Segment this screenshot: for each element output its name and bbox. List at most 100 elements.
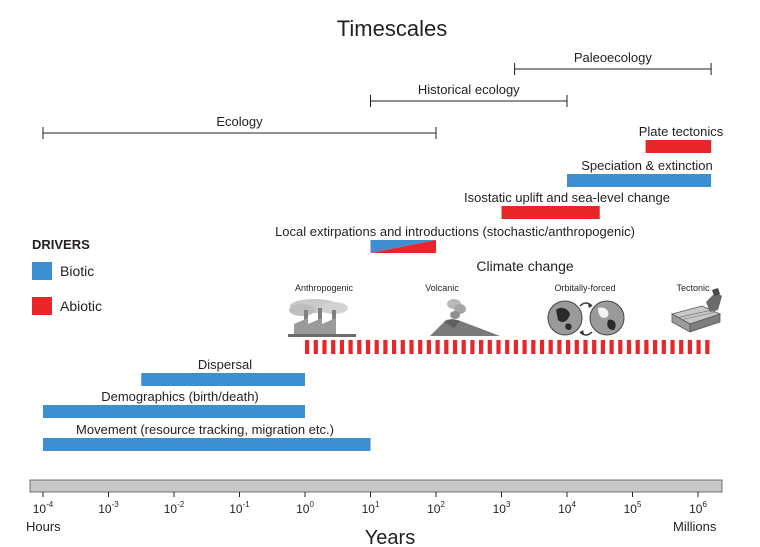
driver-bar-movement-resource-tracking-migration-etc <box>43 438 371 451</box>
climate-dash <box>392 340 397 354</box>
driver-label-plate-tectonics: Plate tectonics <box>639 124 724 139</box>
climate-dash <box>531 340 536 354</box>
x-tick-label: 105 <box>624 500 642 516</box>
x-axis-left-end-label: Hours <box>26 519 61 534</box>
climate-dash <box>583 340 588 354</box>
driver-label-demographics-birth-death: Demographics (birth/death) <box>101 389 259 404</box>
x-tick-label-exponent: -2 <box>177 500 185 509</box>
field-label-paleoecology: Paleoecology <box>574 50 653 65</box>
climate-dash <box>548 340 553 354</box>
x-tick-label: 10-2 <box>164 500 185 516</box>
driver-label-movement-resource-tracking-migration-etc: Movement (resource tracking, migration e… <box>76 422 334 437</box>
climate-dash <box>635 340 640 354</box>
climate-dash <box>313 340 318 354</box>
x-axis-title: Years <box>365 527 415 547</box>
climate-dash <box>418 340 423 354</box>
x-tick-label-exponent: -3 <box>112 500 120 509</box>
climate-dash <box>348 340 353 354</box>
x-axis: 10-4 10-3 10-2 10-1 100 101 102 103 104 105 106 Ho… <box>26 479 723 547</box>
icon-label-tectonic: Tectonic <box>676 283 710 293</box>
driver-label-isostatic-uplift-and-sea-level-change: Isostatic uplift and sea-level change <box>464 190 670 205</box>
climate-dash <box>331 340 336 354</box>
legend-swatch-biotic <box>32 262 52 280</box>
driver-bar-plate-tectonics <box>645 140 712 153</box>
climate-dash <box>383 340 388 354</box>
x-tick-label: 100 <box>296 500 314 516</box>
x-tick-label-exponent: 2 <box>440 500 445 509</box>
fields-layer: Paleoecology Historical ecology Ecology <box>42 50 712 139</box>
climate-dash <box>305 340 310 354</box>
climate-dash <box>679 340 684 354</box>
x-tick-label-base: 10 <box>33 502 47 516</box>
climate-dash <box>426 340 431 354</box>
x-axis-right-end-label: Millions <box>673 519 717 534</box>
climate-change-label: Climate change <box>476 258 573 274</box>
legend-label-biotic: Biotic <box>60 263 94 279</box>
x-tick-label-base: 10 <box>164 502 178 516</box>
climate-dash <box>365 340 371 354</box>
tectonic-block-icon <box>670 288 722 333</box>
driver-label-dispersal: Dispersal <box>198 357 252 372</box>
driver-bar-demographics-birth-death <box>43 405 305 418</box>
x-tick-label-base: 10 <box>229 502 243 516</box>
climate-dash <box>574 340 579 354</box>
driver-bar-dispersal <box>141 373 305 386</box>
driver-label-speciation-extinction: Speciation & extinction <box>581 158 713 173</box>
climate-dash <box>670 340 675 354</box>
climate-dash <box>626 340 632 354</box>
climate-dash <box>705 340 710 354</box>
climate-dash <box>470 340 475 354</box>
globe-orbit-icon <box>547 300 625 336</box>
climate-dash <box>592 340 597 354</box>
climate-dash <box>653 340 658 354</box>
x-tick-label: 101 <box>362 500 380 516</box>
x-tick-label-base: 10 <box>296 502 310 516</box>
climate-dash <box>661 340 666 354</box>
x-tick-label-base: 10 <box>624 502 638 516</box>
legend: DRIVERS Biotic Abiotic <box>32 237 102 315</box>
x-tick-label-exponent: 3 <box>506 500 511 509</box>
x-tick-label-base: 10 <box>427 502 441 516</box>
climate-dash <box>452 340 458 354</box>
driver-label-local-extirpations-and-introductions-stochastic-anthropogenic: Local extirpations and introductions (st… <box>275 224 635 239</box>
x-tick-label: 10-3 <box>98 500 119 516</box>
legend-title: DRIVERS <box>32 237 90 252</box>
climate-dash <box>609 340 614 354</box>
x-tick-label: 10-1 <box>229 500 250 516</box>
climate-dash <box>444 340 449 354</box>
x-tick-label: 102 <box>427 500 445 516</box>
climate-dash <box>696 340 701 354</box>
climate-dash <box>435 340 440 354</box>
field-label-ecology: Ecology <box>216 114 263 129</box>
x-tick-label-exponent: -4 <box>46 500 54 509</box>
climate-dash <box>644 340 649 354</box>
climate-change: Climate change Anthropogenic Volcanic Or… <box>288 258 722 354</box>
factory-icon <box>288 299 356 337</box>
x-axis-ticks: 10-4 10-3 10-2 10-1 100 101 102 103 104 105 106 <box>33 492 707 516</box>
x-tick-label: 106 <box>689 500 707 516</box>
drivers-layer: Plate tectonics Speciation & extinction Is… <box>43 124 724 451</box>
climate-dash <box>374 340 379 354</box>
climate-dash <box>496 340 501 354</box>
driver-bar-isostatic-uplift-and-sea-level-change <box>501 206 600 219</box>
icon-label-orbitally-forced: Orbitally-forced <box>554 283 615 293</box>
x-axis-bar <box>29 479 723 493</box>
climate-dash <box>513 340 518 354</box>
climate-dash <box>487 340 492 354</box>
icon-label-volcanic: Volcanic <box>425 283 459 293</box>
x-tick-label-base: 10 <box>689 502 703 516</box>
icon-label-anthropogenic: Anthropogenic <box>295 283 354 293</box>
x-tick-label-base: 10 <box>362 502 376 516</box>
driver-bar-speciation-extinction <box>567 174 712 187</box>
climate-dash <box>557 340 562 354</box>
x-tick-label-exponent: 0 <box>309 500 314 509</box>
x-tick-label-base: 10 <box>558 502 572 516</box>
x-tick-label-exponent: 6 <box>702 500 707 509</box>
x-tick-label-exponent: 5 <box>637 500 642 509</box>
driver-bar-abiotic-part-local-extirpations-and-introductions-stochastic-anthropogenic <box>370 240 436 253</box>
field-label-historical-ecology: Historical ecology <box>418 82 520 97</box>
climate-dash <box>618 340 623 354</box>
legend-label-abiotic: Abiotic <box>60 298 102 314</box>
x-tick-label-exponent: 4 <box>571 500 576 509</box>
climate-dash <box>539 340 545 354</box>
